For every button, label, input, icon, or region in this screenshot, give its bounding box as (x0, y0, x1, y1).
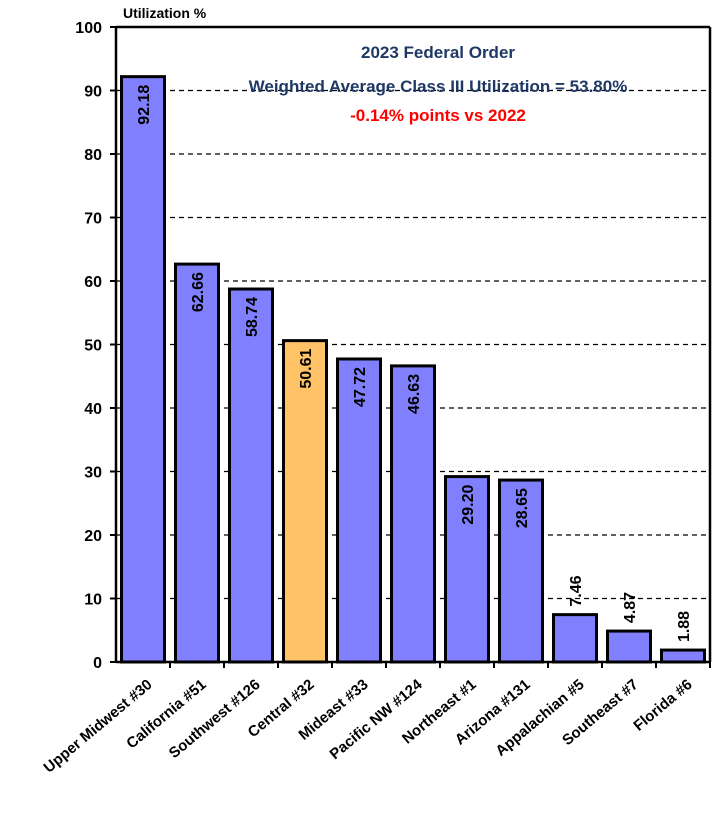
x-tick-label: Florida #6 (630, 676, 695, 735)
y-tick-label: 70 (84, 211, 102, 228)
y-tick-label: 40 (84, 401, 102, 418)
value-label: 58.74 (244, 297, 261, 337)
bar-4 (282, 339, 328, 664)
value-label: 29.20 (460, 484, 477, 524)
bar-10 (606, 629, 652, 664)
chart-title: 2023 Federal Order (361, 43, 515, 62)
bar-1 (120, 75, 166, 664)
y-tick-label: 10 (84, 592, 102, 609)
x-tick-label: Southwest #126 (166, 676, 264, 762)
value-label: 62.66 (190, 272, 207, 312)
y-tick-label: 0 (93, 655, 102, 672)
y-tick-label: 100 (75, 20, 102, 37)
y-tick-label: 50 (84, 338, 102, 355)
y-axis-label: Utilization % (123, 5, 207, 21)
bars: 92.18 62.66 58.74 50.61 47.72 46.63 29.20 28.65… (120, 75, 706, 664)
value-label: 4.87 (622, 592, 639, 623)
y-tick-label: 20 (84, 528, 102, 545)
value-label: 7.46 (568, 575, 585, 606)
value-label: 46.63 (406, 374, 423, 414)
value-label: 50.61 (298, 349, 315, 389)
value-label: 47.72 (352, 367, 369, 407)
chart-note: -0.14% points vs 2022 (350, 106, 526, 125)
bar-3 (228, 287, 274, 664)
chart-subtitle: Weighted Average Class III Utilization =… (249, 77, 628, 96)
y-tick-label: 90 (84, 84, 102, 101)
y-tick-label: 80 (84, 147, 102, 164)
value-label: 92.18 (136, 85, 153, 125)
value-label: 1.88 (676, 611, 693, 642)
y-tick-labels: 0 10 20 30 40 50 60 70 80 90 100 (75, 20, 102, 672)
x-tick-label: Pacific NW #124 (327, 676, 427, 763)
bar-9 (552, 613, 598, 664)
value-label: 28.65 (514, 488, 531, 528)
axes (110, 25, 712, 668)
bar-11 (660, 648, 706, 664)
y-tick-label: 30 (84, 465, 102, 482)
bar-2 (174, 262, 220, 664)
y-tick-label: 60 (84, 274, 102, 291)
